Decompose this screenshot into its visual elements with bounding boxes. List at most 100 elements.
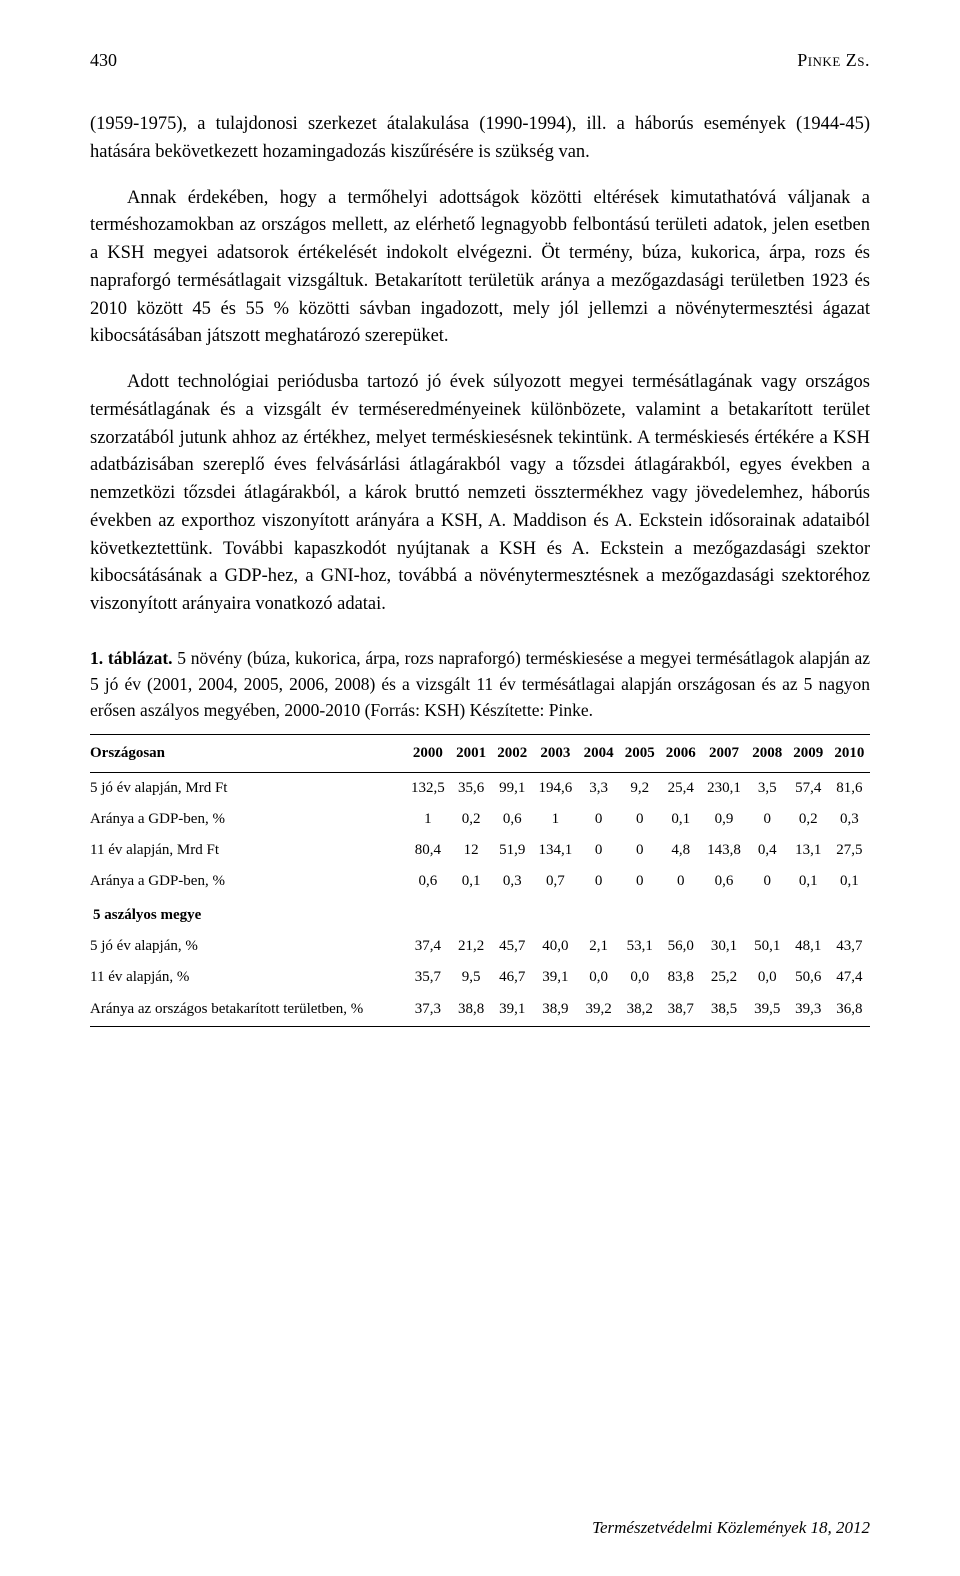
paragraph-3: Adott technológiai periódusba tartozó jó… — [90, 369, 870, 619]
table-cell: 1 — [405, 804, 450, 835]
table-cell: 1 — [533, 804, 578, 835]
table-cell: 46,7 — [492, 962, 533, 993]
table-year-header: 2005 — [619, 734, 660, 772]
table-cell: 0,9 — [701, 804, 746, 835]
table-cell: 40,0 — [533, 931, 578, 962]
table-cell: 0,6 — [405, 866, 450, 897]
table-cell: 38,5 — [701, 993, 746, 1027]
table-cell: 9,5 — [451, 962, 492, 993]
table-cell: 0 — [619, 804, 660, 835]
table-section-label: 5 aszályos megye — [90, 897, 870, 931]
table-header-row: Országosan 20002001200220032004200520062… — [90, 734, 870, 772]
table-cell: 80,4 — [405, 835, 450, 866]
page-number: 430 — [90, 50, 117, 71]
table-cell: 36,8 — [829, 993, 870, 1027]
table-cell: 39,1 — [492, 993, 533, 1027]
table-year-header: 2002 — [492, 734, 533, 772]
table-cell: 35,7 — [405, 962, 450, 993]
table-year-header: 2000 — [405, 734, 450, 772]
table-cell: 0 — [578, 866, 619, 897]
table-cell: 0,1 — [660, 804, 701, 835]
table-year-header: 2006 — [660, 734, 701, 772]
table-cell: 38,8 — [451, 993, 492, 1027]
table-body: 5 jó év alapján, Mrd Ft132,535,699,1194,… — [90, 772, 870, 1027]
table-row-label: 5 jó év alapján, % — [90, 931, 405, 962]
table-cell: 56,0 — [660, 931, 701, 962]
table-cell: 38,7 — [660, 993, 701, 1027]
table-cell: 0 — [619, 866, 660, 897]
table-year-header: 2010 — [829, 734, 870, 772]
data-table: Országosan 20002001200220032004200520062… — [90, 734, 870, 1028]
paragraph-2: Annak érdekében, hogy a termőhelyi adott… — [90, 185, 870, 352]
table-cell: 3,3 — [578, 772, 619, 804]
table-row: 11 év alapján, Mrd Ft80,41251,9134,1004,… — [90, 835, 870, 866]
page-header: 430 Pinke Zs. — [90, 50, 870, 71]
table-cell: 48,1 — [788, 931, 829, 962]
table-cell: 39,3 — [788, 993, 829, 1027]
table-cell: 0 — [747, 866, 788, 897]
table-year-header: 2004 — [578, 734, 619, 772]
table-year-header: 2003 — [533, 734, 578, 772]
table-cell: 30,1 — [701, 931, 746, 962]
table-row: Aránya a GDP-ben, %0,60,10,30,70000,600,… — [90, 866, 870, 897]
table-cell: 0,0 — [747, 962, 788, 993]
table-cell: 0,4 — [747, 835, 788, 866]
table-row: Aránya a GDP-ben, %10,20,61000,10,900,20… — [90, 804, 870, 835]
table-cell: 27,5 — [829, 835, 870, 866]
table-cell: 134,1 — [533, 835, 578, 866]
table-cell: 0 — [578, 804, 619, 835]
table-cell: 0,3 — [829, 804, 870, 835]
table-cell: 194,6 — [533, 772, 578, 804]
paragraph-1: (1959-1975), a tulajdonosi szerkezet áta… — [90, 111, 870, 167]
table-cell: 0 — [660, 866, 701, 897]
table-cell: 0,1 — [829, 866, 870, 897]
table-cell: 51,9 — [492, 835, 533, 866]
table-cell: 9,2 — [619, 772, 660, 804]
table-cell: 0,6 — [701, 866, 746, 897]
table-cell: 230,1 — [701, 772, 746, 804]
table-cell: 39,2 — [578, 993, 619, 1027]
table-cell: 0 — [747, 804, 788, 835]
table-row-label: 11 év alapján, % — [90, 962, 405, 993]
table-cell: 57,4 — [788, 772, 829, 804]
table-cell: 21,2 — [451, 931, 492, 962]
table-cell: 99,1 — [492, 772, 533, 804]
table-row-label: Aránya a GDP-ben, % — [90, 804, 405, 835]
table-cell: 83,8 — [660, 962, 701, 993]
table-cell: 37,3 — [405, 993, 450, 1027]
table-cell: 0,6 — [492, 804, 533, 835]
table-caption: 1. táblázat. 5 növény (búza, kukorica, á… — [90, 645, 870, 724]
table-cell: 38,2 — [619, 993, 660, 1027]
table-cell: 39,1 — [533, 962, 578, 993]
table-cell: 45,7 — [492, 931, 533, 962]
table-cell: 38,9 — [533, 993, 578, 1027]
table-cell: 132,5 — [405, 772, 450, 804]
table-cell: 47,4 — [829, 962, 870, 993]
table-cell: 0,1 — [451, 866, 492, 897]
table-cell: 39,5 — [747, 993, 788, 1027]
table-row: 5 jó év alapján, Mrd Ft132,535,699,1194,… — [90, 772, 870, 804]
table-year-header: 2008 — [747, 734, 788, 772]
table-cell: 25,2 — [701, 962, 746, 993]
table-cell: 50,6 — [788, 962, 829, 993]
table-cell: 2,1 — [578, 931, 619, 962]
table-cell: 0,1 — [788, 866, 829, 897]
table-cell: 37,4 — [405, 931, 450, 962]
table-year-header: 2007 — [701, 734, 746, 772]
table-row: Aránya az országos betakarított területb… — [90, 993, 870, 1027]
table-year-header: 2009 — [788, 734, 829, 772]
table-cell: 0 — [619, 835, 660, 866]
table-cell: 53,1 — [619, 931, 660, 962]
table-cell: 0,0 — [619, 962, 660, 993]
table-cell: 50,1 — [747, 931, 788, 962]
table-row: 11 év alapján, %35,79,546,739,10,00,083,… — [90, 962, 870, 993]
table-row: 5 jó év alapján, %37,421,245,740,02,153,… — [90, 931, 870, 962]
table-cell: 143,8 — [701, 835, 746, 866]
table-cell: 25,4 — [660, 772, 701, 804]
page-footer: Természetvédelmi Közlemények 18, 2012 — [592, 1518, 870, 1538]
table-cell: 0,2 — [451, 804, 492, 835]
table-caption-label: 1. táblázat. — [90, 648, 173, 668]
table-row-label: 5 jó év alapján, Mrd Ft — [90, 772, 405, 804]
author-name: Pinke Zs. — [797, 50, 870, 71]
table-cell: 4,8 — [660, 835, 701, 866]
